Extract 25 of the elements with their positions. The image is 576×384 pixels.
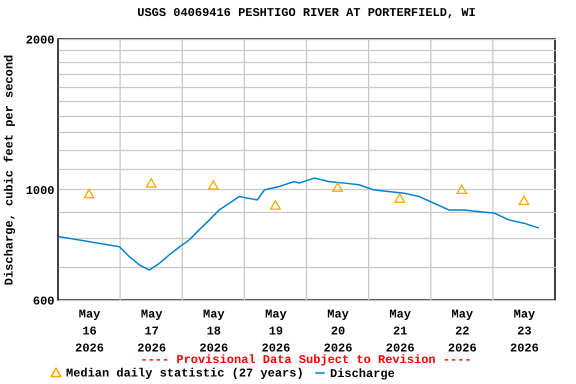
point [208,180,219,190]
point [332,182,343,192]
point [146,178,157,188]
line-series [58,177,540,271]
text: ---- Provisional Data Subject to Revision ---- [140,353,472,367]
y-tick-label: 600 [32,294,54,308]
x-tick-label: May 18 2026 [199,308,228,356]
x-tick-label: May 16 2026 [75,308,104,356]
y-axis-title: Discharge, cubic feet per second [2,54,17,286]
x-tick-label: May 17 2026 [137,308,166,356]
legend-label: Median daily statistic (27 years) [66,366,304,380]
x-tick-label: May 23 2026 [510,308,539,356]
chart-title: USGS 04069416 PESHTIGO RIVER AT PORTERFIELD, WI [137,6,476,20]
point [456,184,468,194]
x-tick-label: May 21 2026 [386,308,415,356]
point [518,196,530,206]
x-tick-label: May 20 2026 [324,308,352,356]
x-tick-label: May 19 2026 [262,308,290,356]
point [270,200,281,210]
y-tick-label: 1000 [26,184,54,198]
point [394,193,406,203]
legend-label: Discharge [330,367,395,381]
y-tick-label: 2000 [26,34,54,48]
point [84,188,94,198]
x-tick-label: May 22 2026 [448,308,477,356]
